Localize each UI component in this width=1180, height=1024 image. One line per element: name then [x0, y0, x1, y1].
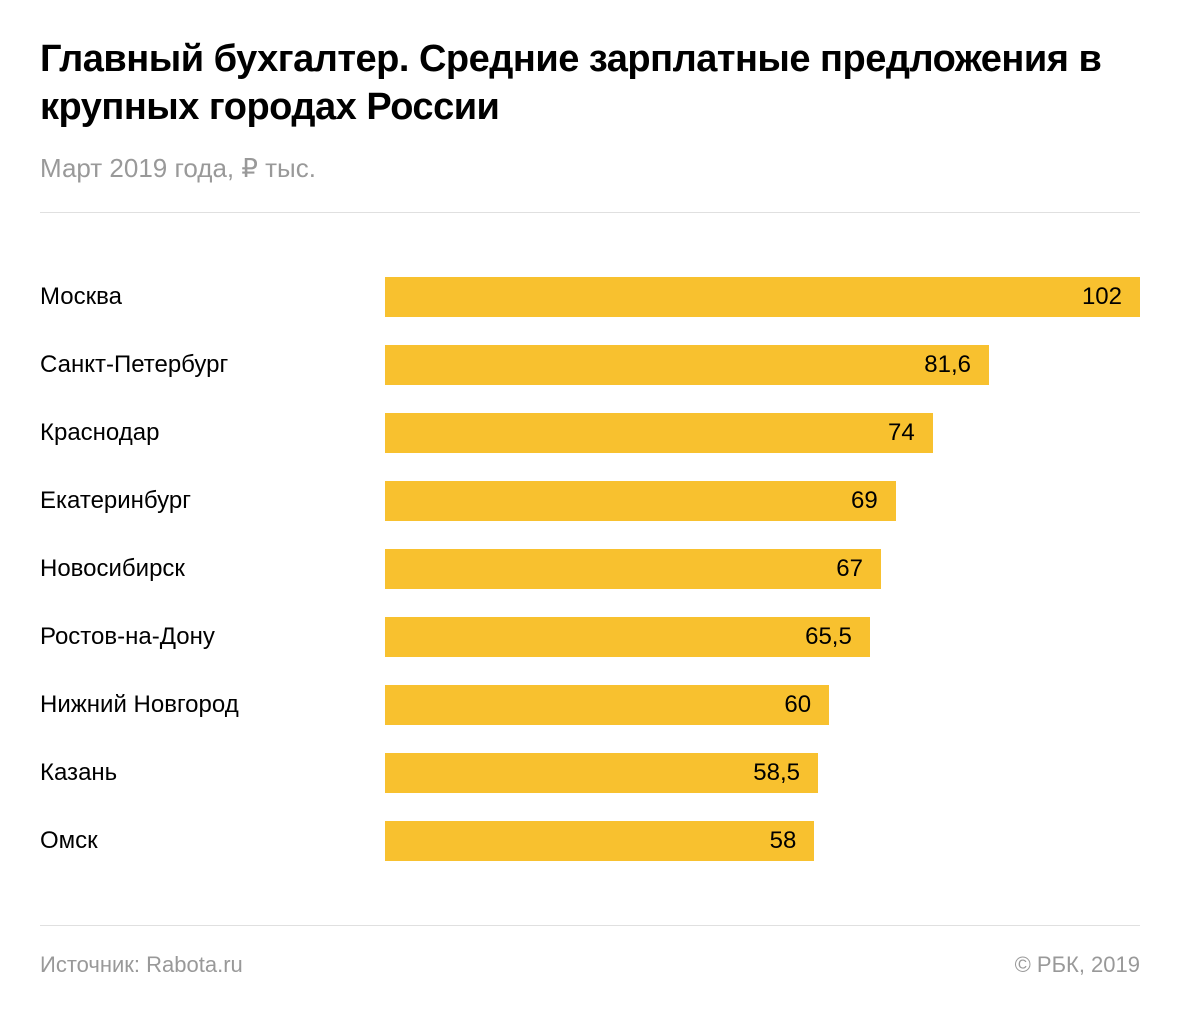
bar-value: 60 — [784, 691, 811, 719]
bar-label: Санкт-Петербург — [40, 351, 385, 379]
bar-label: Нижний Новгород — [40, 691, 385, 719]
bar-label: Краснодар — [40, 419, 385, 447]
bar-track: 58 — [385, 821, 1140, 861]
bar-track: 74 — [385, 413, 1140, 453]
chart-footer: Источник: Rabota.ru © РБК, 2019 — [40, 926, 1140, 978]
bar-track: 60 — [385, 685, 1140, 725]
bar-label: Ростов-на-Дону — [40, 623, 385, 651]
bar: 60 — [385, 685, 829, 725]
chart-area: Москва 102 Санкт-Петербург 81,6 Краснодар 74 Е… — [40, 213, 1140, 925]
bar-row: Омск 58 — [40, 807, 1140, 875]
bar-value: 67 — [836, 555, 863, 583]
bar-track: 102 — [385, 277, 1140, 317]
bar: 102 — [385, 277, 1140, 317]
bar: 67 — [385, 549, 881, 589]
bar-track: 81,6 — [385, 345, 1140, 385]
bar-value: 58,5 — [753, 759, 800, 787]
bar-row: Москва 102 — [40, 263, 1140, 331]
bar-track: 69 — [385, 481, 1140, 521]
chart-subtitle: Март 2019 года, ₽ тыс. — [40, 153, 1140, 184]
bar-label: Екатеринбург — [40, 487, 385, 515]
source-text: Источник: Rabota.ru — [40, 952, 243, 978]
bar-value: 74 — [888, 419, 915, 447]
bar-label: Омск — [40, 827, 385, 855]
bar-track: 67 — [385, 549, 1140, 589]
bar-track: 65,5 — [385, 617, 1140, 657]
bar-value: 102 — [1082, 283, 1122, 311]
bar: 65,5 — [385, 617, 870, 657]
bar-value: 58 — [770, 827, 797, 855]
bar: 69 — [385, 481, 896, 521]
bar-row: Санкт-Петербург 81,6 — [40, 331, 1140, 399]
bar: 81,6 — [385, 345, 989, 385]
bar: 74 — [385, 413, 933, 453]
bar-value: 69 — [851, 487, 878, 515]
bar-label: Москва — [40, 283, 385, 311]
bar-label: Казань — [40, 759, 385, 787]
bar-row: Ростов-на-Дону 65,5 — [40, 603, 1140, 671]
bar: 58 — [385, 821, 814, 861]
bar-row: Краснодар 74 — [40, 399, 1140, 467]
bar-track: 58,5 — [385, 753, 1140, 793]
bar-row: Казань 58,5 — [40, 739, 1140, 807]
bar-value: 81,6 — [924, 351, 971, 379]
copyright-text: © РБК, 2019 — [1015, 952, 1140, 978]
bar: 58,5 — [385, 753, 818, 793]
bar-row: Новосибирск 67 — [40, 535, 1140, 603]
chart-title: Главный бухгалтер. Средние зарплатные пр… — [40, 36, 1140, 131]
bar-value: 65,5 — [805, 623, 852, 651]
bar-row: Екатеринбург 69 — [40, 467, 1140, 535]
bar-row: Нижний Новгород 60 — [40, 671, 1140, 739]
bar-label: Новосибирск — [40, 555, 385, 583]
